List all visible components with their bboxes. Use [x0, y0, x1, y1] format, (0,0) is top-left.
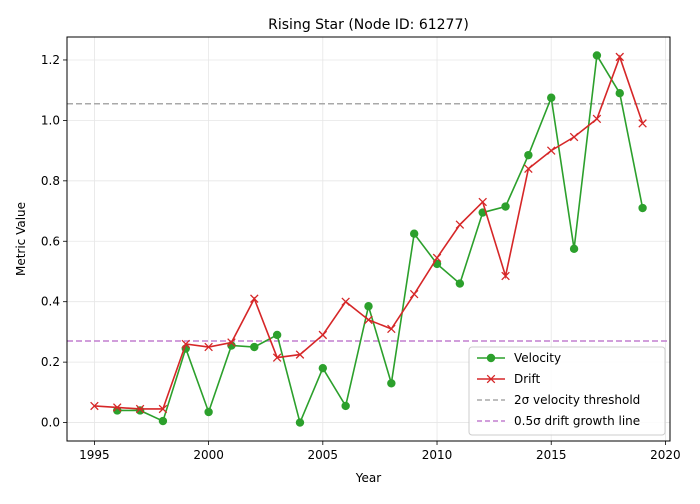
data-point: [295, 350, 305, 359]
data-point: [90, 401, 99, 411]
data-point: [318, 363, 328, 373]
legend-item: 2σ velocity threshold: [477, 393, 640, 407]
y-tick-label: 0.6: [41, 234, 60, 248]
y-tick-label: 0.8: [41, 174, 60, 188]
data-point: [295, 418, 305, 427]
data-point: [112, 403, 122, 412]
data-point: [592, 114, 602, 124]
series-drift: [90, 52, 647, 414]
data-point: [364, 315, 373, 325]
y-axis-label: Metric Value: [14, 202, 28, 276]
reference-lines: [67, 103, 670, 342]
data-point: [204, 407, 213, 417]
data-point: [364, 302, 373, 311]
series-layer: [90, 51, 647, 427]
data-point: [546, 146, 556, 155]
data-point: [318, 330, 328, 340]
data-point: [250, 342, 259, 352]
data-point: [569, 132, 579, 142]
data-point: [569, 244, 579, 254]
data-point: [638, 203, 647, 213]
data-point: [341, 401, 350, 411]
data-point: [341, 297, 350, 306]
legend-label: Velocity: [514, 351, 561, 365]
data-point: [524, 150, 533, 160]
y-tick-label: 1.2: [41, 53, 60, 67]
legend-box: [468, 346, 666, 436]
x-tick-label: 2020: [650, 448, 681, 462]
data-point: [501, 271, 510, 281]
x-tick-label: 2005: [308, 448, 339, 462]
y-tick-label: 0.0: [41, 416, 60, 430]
data-point: [432, 253, 442, 263]
legend: Velocity Drift 2σ velocity threshold 0.5σ d…: [468, 346, 666, 436]
data-point: [501, 202, 510, 211]
data-point: [638, 119, 647, 128]
y-tick-label: 1.0: [41, 113, 60, 127]
y-tick-label: 0.4: [41, 295, 60, 309]
legend-item: Drift: [477, 372, 541, 386]
legend-label: 2σ velocity threshold: [514, 393, 640, 407]
data-point: [455, 279, 465, 288]
x-tick-label: 2015: [536, 448, 567, 462]
data-point: [547, 93, 556, 102]
data-point: [181, 339, 191, 349]
data-point: [524, 164, 533, 174]
data-point: [135, 406, 145, 415]
data-point: [158, 404, 168, 414]
x-axis-label: Year: [355, 471, 381, 485]
data-point: [387, 324, 396, 334]
data-point: [387, 379, 396, 388]
data-point: [615, 52, 625, 62]
data-point: [272, 353, 282, 362]
x-tick-label: 2010: [422, 448, 453, 462]
plot-frame: [66, 36, 671, 442]
data-point: [135, 404, 145, 414]
data-point: [204, 342, 213, 352]
data-point: [409, 229, 419, 238]
legend-item: 0.5σ drift growth line: [477, 414, 640, 428]
series-line: [117, 53, 644, 426]
x-tick-label: 1995: [79, 448, 110, 462]
data-point: [592, 51, 602, 60]
data-point: [272, 330, 282, 340]
legend-item: Velocity: [477, 351, 561, 365]
legend-marker: [486, 374, 496, 384]
legend-label: 0.5σ drift growth line: [514, 414, 640, 428]
x-tick-label: 2000: [193, 448, 224, 462]
data-point: [409, 289, 419, 299]
data-point: [478, 197, 487, 207]
tick-layer: 1995 2000 2005 2010 2015 2020 0.0 0.2 0.4 0.6 0.8 1…: [41, 53, 681, 462]
data-point: [158, 416, 168, 426]
legend-label: Drift: [514, 372, 541, 386]
data-point: [250, 294, 259, 303]
data-point: [615, 89, 624, 98]
legend-marker: [486, 353, 496, 363]
chart-title: Rising Star (Node ID: 61277): [268, 17, 469, 33]
legend-items: Velocity Drift 2σ velocity threshold 0.5σ d…: [477, 351, 640, 428]
data-point: [455, 220, 465, 229]
y-tick-label: 0.2: [41, 355, 60, 369]
data-point: [227, 338, 236, 347]
